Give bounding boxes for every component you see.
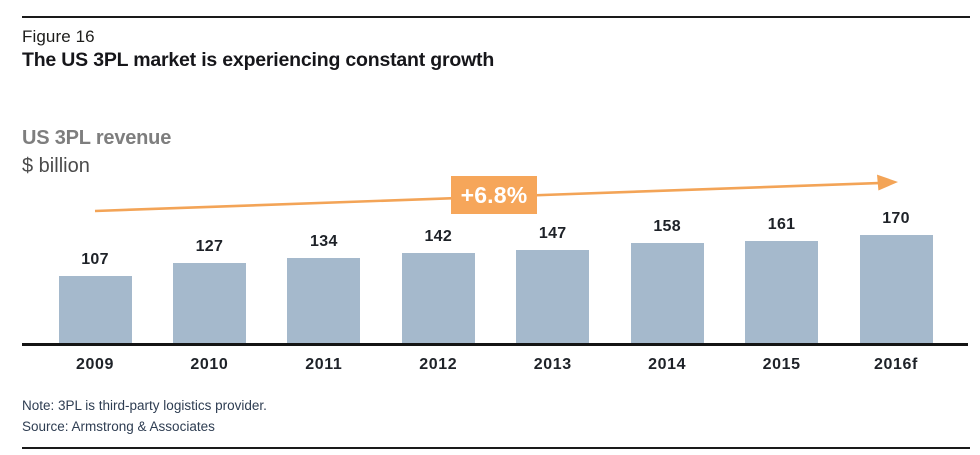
- chart-y-axis-unit-label: $ billion: [22, 155, 90, 177]
- x-axis-line: [22, 343, 968, 346]
- x-axis-tick-label: 2013: [533, 356, 572, 373]
- figure-label: Figure 16: [22, 27, 95, 46]
- bar-2012: [401, 253, 475, 345]
- growth-rate-badge: +6.8%: [451, 176, 537, 214]
- bar-value-label: 147: [538, 224, 567, 242]
- bar-2016f: [859, 235, 933, 345]
- bar-value-label: 158: [653, 217, 681, 235]
- figure-title: The US 3PL market is experiencing consta…: [22, 49, 495, 71]
- bar-value-label: 161: [767, 215, 796, 233]
- bar-2014: [630, 242, 704, 345]
- bottom-divider: [22, 447, 970, 449]
- chart-source: Source: Armstrong & Associates: [22, 419, 215, 434]
- bar-2009: [58, 275, 132, 345]
- x-axis-tick-label: 2014: [648, 356, 687, 373]
- x-axis-tick-label: 2009: [76, 356, 114, 373]
- bar-2013: [516, 249, 590, 345]
- top-divider: [22, 16, 970, 18]
- x-axis-tick-label: 2016f: [874, 356, 918, 373]
- growth-rate-value: +6.8%: [460, 181, 528, 208]
- bar-2010: [172, 262, 246, 345]
- chart-title: US 3PL revenue: [22, 127, 172, 149]
- bar-2015: [745, 240, 819, 345]
- x-axis-tick-label: 2012: [419, 356, 458, 373]
- x-axis-tick-label: 2011: [305, 356, 343, 373]
- bar-value-label: 170: [882, 210, 910, 227]
- bar-value-label: 142: [424, 228, 453, 246]
- chart-note: Note: 3PL is third-party logistics provi…: [22, 398, 267, 413]
- bar-value-label: 134: [310, 233, 338, 251]
- x-axis-tick-label: 2010: [190, 356, 229, 373]
- x-axis-tick-label: 2015: [762, 356, 801, 373]
- bar-value-label: 127: [195, 237, 224, 255]
- bar-value-label: 107: [81, 250, 109, 268]
- bar-2011: [287, 258, 361, 345]
